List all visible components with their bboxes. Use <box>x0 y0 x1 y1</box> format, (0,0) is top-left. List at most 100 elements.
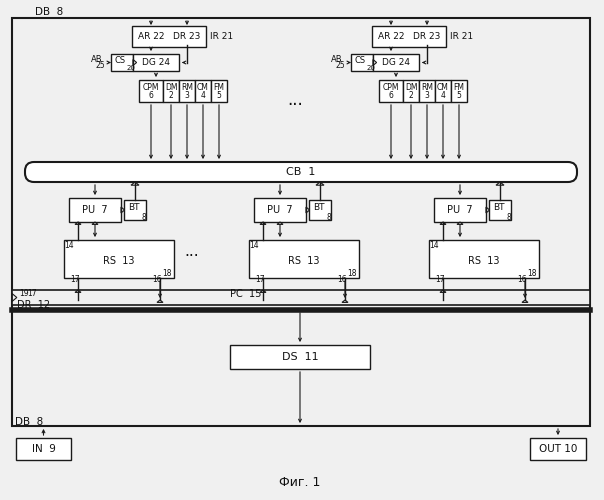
Text: CS: CS <box>355 56 365 65</box>
Text: 4: 4 <box>201 92 205 100</box>
Text: ...: ... <box>185 244 199 260</box>
Bar <box>133 54 179 71</box>
Text: 6: 6 <box>388 92 393 100</box>
Text: FM: FM <box>213 82 225 92</box>
Text: 18: 18 <box>527 268 537 278</box>
Text: 5: 5 <box>457 92 461 100</box>
Text: 16: 16 <box>337 276 347 284</box>
Text: BT: BT <box>493 204 505 212</box>
Text: 4: 4 <box>440 92 445 100</box>
Bar <box>163 80 179 102</box>
Text: DM: DM <box>405 82 417 92</box>
Text: BT: BT <box>313 204 325 212</box>
Text: 8: 8 <box>327 214 332 222</box>
Bar <box>169 28 205 45</box>
Text: DG 24: DG 24 <box>382 58 410 67</box>
Text: 14: 14 <box>429 240 439 250</box>
Text: CM: CM <box>197 82 209 92</box>
Bar <box>132 26 206 47</box>
Bar <box>372 26 446 47</box>
Text: 2: 2 <box>409 92 413 100</box>
Bar <box>124 200 146 220</box>
Text: 18: 18 <box>162 268 172 278</box>
Text: AR 22: AR 22 <box>378 32 404 41</box>
Text: 8: 8 <box>141 214 146 222</box>
Text: 17: 17 <box>435 276 445 284</box>
Text: CPM: CPM <box>143 82 159 92</box>
Bar <box>16 438 71 460</box>
Bar <box>409 28 445 45</box>
Bar <box>379 80 403 102</box>
Text: 2: 2 <box>169 92 173 100</box>
Bar <box>64 240 174 278</box>
Text: DS  11: DS 11 <box>281 352 318 362</box>
Bar <box>211 80 227 102</box>
Text: DG 24: DG 24 <box>142 58 170 67</box>
Bar <box>111 54 133 71</box>
Text: CS: CS <box>114 56 126 65</box>
Bar <box>373 54 419 71</box>
Text: 19: 19 <box>19 288 29 298</box>
Text: DB  8: DB 8 <box>35 7 63 17</box>
Text: BT: BT <box>128 204 140 212</box>
Bar <box>12 290 590 305</box>
Text: DM: DM <box>165 82 177 92</box>
Bar <box>403 80 419 102</box>
Text: 6: 6 <box>149 92 153 100</box>
Text: 25: 25 <box>336 60 345 70</box>
Text: 8: 8 <box>507 214 512 222</box>
Text: ...: ... <box>287 91 303 109</box>
Text: DR 23: DR 23 <box>413 32 441 41</box>
Text: CPM: CPM <box>383 82 399 92</box>
Text: 16: 16 <box>152 276 162 284</box>
Text: 20: 20 <box>127 65 135 71</box>
Bar <box>489 200 511 220</box>
Bar <box>12 18 590 426</box>
Bar <box>419 80 435 102</box>
Bar <box>429 240 539 278</box>
Bar <box>351 54 373 71</box>
Text: DR 23: DR 23 <box>173 32 201 41</box>
Text: 18: 18 <box>347 268 357 278</box>
Text: 17: 17 <box>70 276 80 284</box>
Bar <box>133 28 169 45</box>
Text: PU  7: PU 7 <box>82 205 108 215</box>
Text: IR 21: IR 21 <box>210 32 233 41</box>
Bar <box>139 80 163 102</box>
Text: OUT 10: OUT 10 <box>539 444 577 454</box>
Text: 20: 20 <box>367 65 376 71</box>
Bar <box>230 345 370 369</box>
Text: 3: 3 <box>185 92 190 100</box>
Text: PC  15: PC 15 <box>230 289 262 299</box>
Text: 17: 17 <box>27 288 37 298</box>
Text: PU  7: PU 7 <box>267 205 293 215</box>
Text: 16: 16 <box>517 276 527 284</box>
Text: DB  8: DB 8 <box>15 417 43 427</box>
Text: DR  12: DR 12 <box>17 300 50 310</box>
Text: IR 21: IR 21 <box>450 32 473 41</box>
Text: RM: RM <box>421 82 433 92</box>
Bar <box>434 198 486 222</box>
Text: RS  13: RS 13 <box>468 256 500 266</box>
Text: PU  7: PU 7 <box>447 205 473 215</box>
Bar <box>69 198 121 222</box>
Text: AB: AB <box>91 54 103 64</box>
Text: Фиг. 1: Фиг. 1 <box>279 476 321 488</box>
Text: 25: 25 <box>96 60 106 70</box>
Text: 3: 3 <box>425 92 429 100</box>
Text: CB  1: CB 1 <box>286 167 316 177</box>
Bar <box>254 198 306 222</box>
Bar <box>309 200 331 220</box>
Bar <box>249 240 359 278</box>
Text: 17: 17 <box>255 276 265 284</box>
Text: IN  9: IN 9 <box>31 444 56 454</box>
Text: AR 22: AR 22 <box>138 32 164 41</box>
Text: AB: AB <box>331 54 342 64</box>
Text: 14: 14 <box>249 240 259 250</box>
Bar <box>179 80 195 102</box>
Bar <box>435 80 451 102</box>
Text: FM: FM <box>454 82 464 92</box>
Text: RS  13: RS 13 <box>103 256 135 266</box>
Text: 5: 5 <box>217 92 222 100</box>
Text: 14: 14 <box>64 240 74 250</box>
